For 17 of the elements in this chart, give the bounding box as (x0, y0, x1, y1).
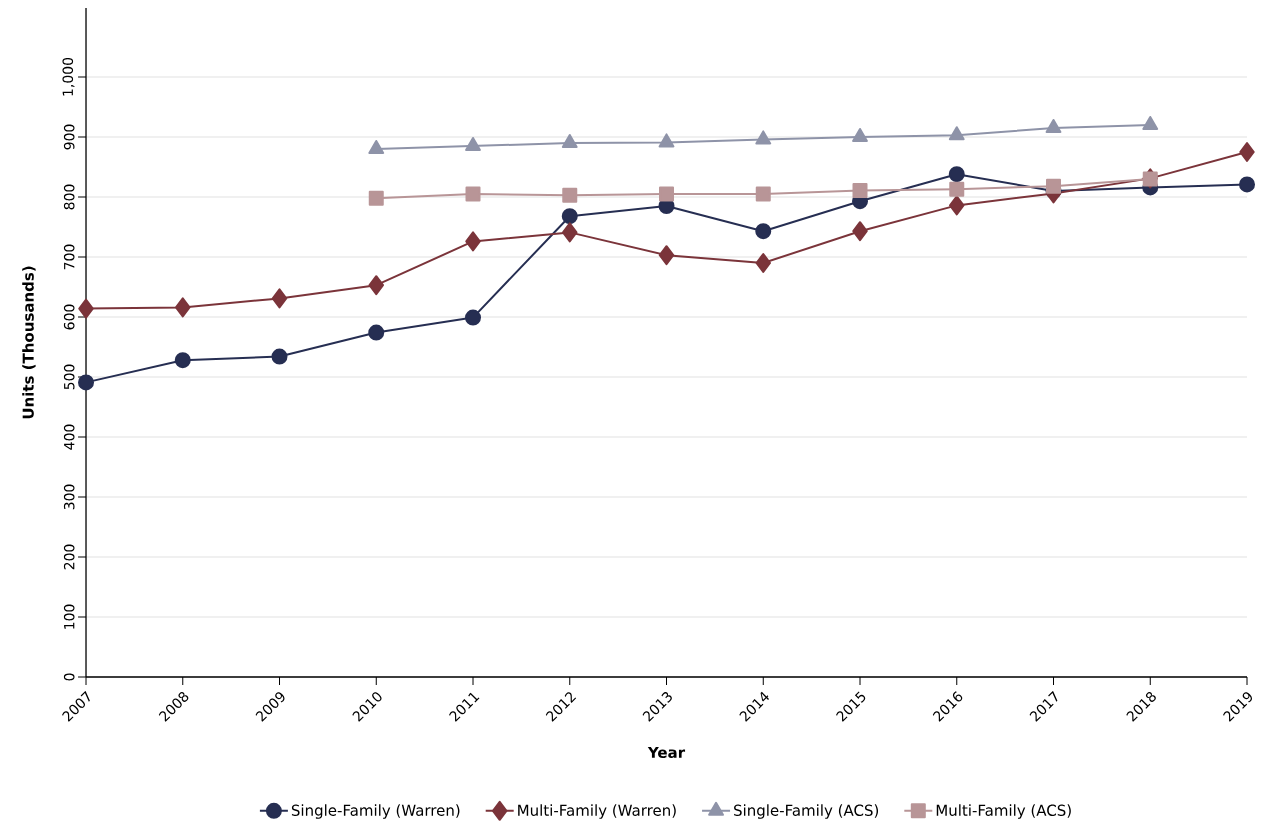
y-tick-label: 300 (63, 484, 75, 510)
y-tick-label: 600 (63, 304, 75, 330)
y-tick-label: 0 (63, 673, 75, 681)
y-tick-label: 200 (63, 544, 75, 570)
legend-label: Multi-Family (Warren) (518, 804, 676, 819)
y-tick-label: 100 (63, 604, 75, 629)
y-tick-label: 900 (63, 124, 75, 150)
legend-label: Multi-Family (ACS) (936, 804, 1071, 819)
legend-label: Single-Family (ACS) (734, 804, 879, 819)
legend-label: Single-Family (Warren) (291, 804, 460, 819)
y-tick-label: 400 (63, 424, 75, 450)
x-axis-title: Year (647, 746, 686, 759)
y-tick-label: 1,000 (62, 57, 75, 96)
y-tick-label: 700 (63, 244, 75, 270)
y-axis-title: Units (Thousands) (22, 266, 36, 419)
y-tick-label: 500 (63, 364, 75, 390)
y-tick-label: 800 (63, 184, 75, 210)
